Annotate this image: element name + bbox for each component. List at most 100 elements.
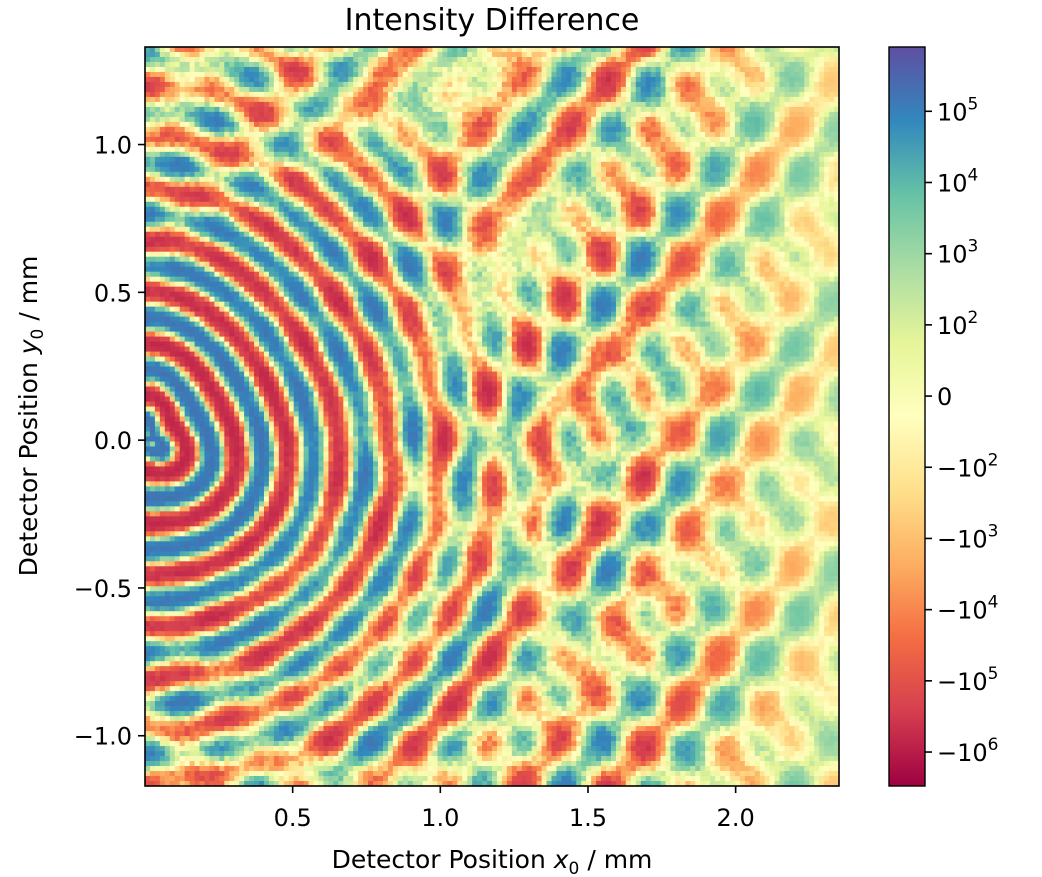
heatmap-cell — [268, 111, 275, 118]
heatmap-cell — [288, 101, 295, 108]
heatmap-cell — [323, 61, 330, 68]
heatmap-cell — [556, 56, 562, 63]
heatmap-cell — [298, 56, 305, 63]
heatmap-cell — [254, 196, 260, 203]
heatmap-cell — [536, 66, 543, 73]
heatmap-cell — [586, 131, 592, 138]
heatmap-cell — [174, 136, 181, 143]
heatmap-cell — [363, 191, 369, 198]
heatmap-cell — [219, 56, 225, 63]
heatmap-cell — [809, 47, 815, 53]
heatmap-cell — [784, 216, 791, 223]
heatmap-cell — [273, 221, 280, 228]
heatmap-cell — [655, 81, 662, 88]
heatmap-cell — [819, 201, 825, 208]
heatmap-cell — [219, 81, 225, 88]
heatmap-cell — [536, 131, 543, 138]
heatmap-cell — [739, 171, 746, 178]
heatmap-cell — [769, 96, 776, 103]
heatmap-cell — [457, 116, 463, 123]
heatmap-cell — [774, 71, 781, 78]
heatmap-cell — [432, 61, 439, 68]
heatmap-cell — [333, 131, 339, 138]
heatmap-cell — [249, 106, 255, 113]
heatmap-cell — [145, 81, 151, 88]
heatmap-cell — [591, 86, 597, 93]
heatmap-cell — [273, 61, 280, 68]
heatmap-cell — [397, 186, 404, 193]
heatmap-cell — [804, 136, 810, 143]
heatmap-cell — [427, 181, 434, 188]
heatmap-cell — [784, 96, 791, 103]
heatmap-cell — [214, 47, 220, 53]
heatmap-cell — [308, 116, 315, 123]
heatmap-cell — [779, 141, 786, 148]
heatmap-cell — [620, 81, 627, 88]
heatmap-cell — [259, 141, 265, 148]
heatmap-cell — [437, 66, 444, 73]
heatmap-cell — [794, 156, 800, 163]
heatmap-cell — [239, 146, 245, 153]
heatmap-cell — [581, 56, 587, 63]
heatmap-cell — [169, 151, 176, 158]
heatmap-cell — [625, 131, 632, 138]
heatmap-cell — [363, 186, 369, 193]
heatmap-cell — [333, 151, 339, 158]
heatmap-cell — [675, 196, 681, 203]
heatmap-cell — [422, 211, 429, 218]
heatmap-cell — [259, 211, 265, 218]
heatmap-cell — [392, 111, 399, 118]
heatmap-cell — [397, 86, 404, 93]
heatmap-cell — [338, 126, 344, 133]
heatmap-cell — [804, 76, 810, 83]
heatmap-cell — [244, 156, 250, 163]
heatmap-cell — [417, 51, 424, 58]
heatmap-cell — [452, 206, 458, 213]
heatmap-cell — [759, 56, 766, 63]
heatmap-cell — [209, 56, 215, 63]
heatmap-cell — [834, 101, 839, 108]
heatmap-cell — [303, 206, 310, 213]
heatmap-cell — [601, 81, 607, 88]
heatmap-cell — [744, 86, 751, 93]
heatmap-cell — [685, 116, 691, 123]
heatmap-cell — [715, 66, 721, 73]
heatmap-cell — [804, 146, 810, 153]
heatmap-cell — [407, 106, 414, 113]
heatmap-cell — [382, 181, 389, 188]
heatmap-cell — [432, 206, 439, 213]
heatmap-cell — [303, 151, 310, 158]
heatmap-cell — [427, 56, 434, 63]
heatmap-cell — [640, 136, 647, 143]
heatmap-cell — [254, 96, 260, 103]
heatmap-cell — [571, 91, 577, 98]
heatmap-cell — [551, 131, 558, 138]
heatmap-cell — [189, 91, 196, 98]
heatmap-cell — [586, 161, 592, 168]
heatmap-cell — [660, 166, 667, 173]
heatmap-cell — [566, 216, 572, 223]
heatmap-cell — [288, 76, 295, 83]
heatmap-cell — [462, 141, 468, 148]
heatmap-cell — [184, 51, 191, 58]
heatmap-cell — [769, 106, 776, 113]
heatmap-cell — [492, 146, 498, 153]
heatmap-cell — [174, 146, 181, 153]
heatmap-cell — [784, 71, 791, 78]
heatmap-cell — [387, 66, 394, 73]
heatmap-cell — [288, 61, 295, 68]
heatmap-cell — [715, 136, 721, 143]
heatmap-cell — [819, 166, 825, 173]
heatmap-cell — [789, 61, 795, 68]
heatmap-cell — [437, 191, 444, 198]
heatmap-cell — [734, 76, 741, 83]
heatmap-cell — [234, 101, 240, 108]
heatmap-cell — [834, 61, 839, 68]
heatmap-cell — [705, 171, 711, 178]
heatmap-cell — [496, 181, 503, 188]
heatmap-cell — [571, 161, 577, 168]
heatmap-cell — [576, 206, 582, 213]
heatmap-cell — [501, 181, 508, 188]
heatmap-cell — [348, 101, 354, 108]
heatmap-cell — [348, 71, 354, 78]
